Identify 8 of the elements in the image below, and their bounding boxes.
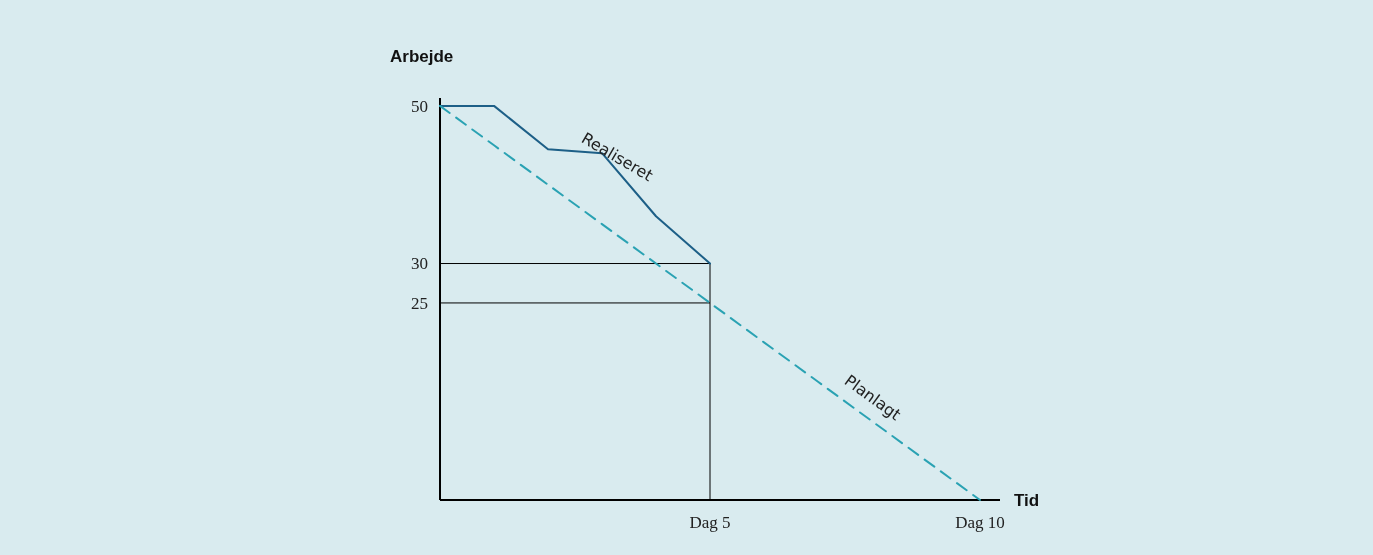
x-tick-label: Dag 10	[955, 513, 1005, 532]
line-series	[439, 104, 981, 501]
y-tick-label: 30	[411, 254, 428, 274]
y-tick-label: 25	[411, 293, 428, 313]
y-tick-label: 50	[411, 96, 428, 116]
x-axis-title: Tid	[1014, 490, 1040, 510]
x-tick-label: Dag 5	[689, 513, 731, 532]
y-axis-title: Arbejde	[390, 46, 454, 66]
